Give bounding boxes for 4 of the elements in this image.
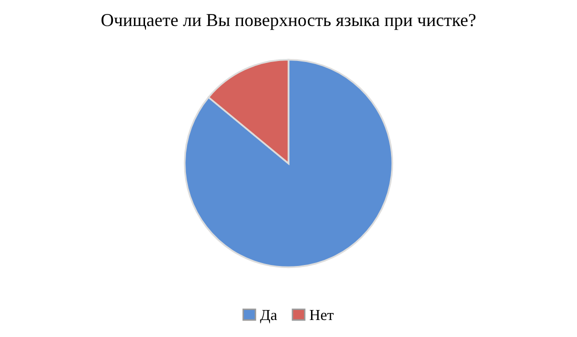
- legend-label: Нет: [310, 310, 334, 320]
- pie-slice: [184, 58, 394, 268]
- legend-label: Да: [260, 310, 278, 324]
- chart-title: Очищаете ли Вы поверхность языка при чистке?: [102, 14, 476, 30]
